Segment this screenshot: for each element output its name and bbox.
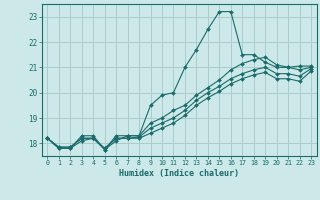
X-axis label: Humidex (Indice chaleur): Humidex (Indice chaleur) <box>119 169 239 178</box>
